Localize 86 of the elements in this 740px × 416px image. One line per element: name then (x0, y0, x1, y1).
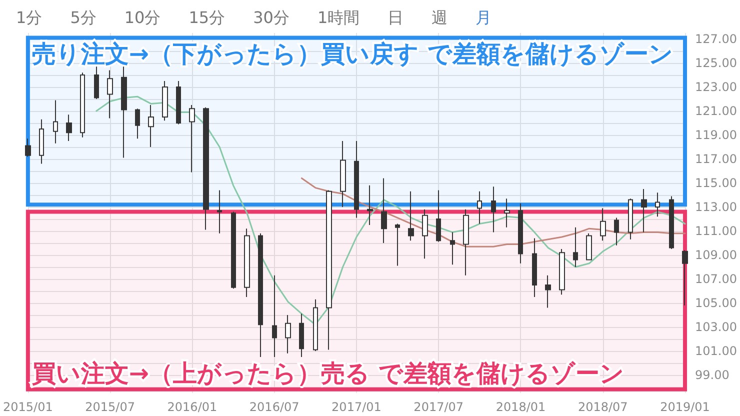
candlestick (25, 138, 31, 158)
candlestick (299, 313, 304, 358)
band-label: 売り注文→（下がったら）買い戻す で差額を儲けるゾーン (32, 40, 674, 68)
y-tick-label: 117.00 (695, 152, 738, 166)
candlestick (518, 202, 523, 264)
candlestick (655, 192, 660, 218)
y-tick-label: 125.00 (695, 56, 738, 70)
candlestick (354, 140, 359, 218)
y-tick-label: 103.00 (695, 320, 738, 334)
candlestick (189, 104, 195, 173)
y-tick-label: 101.00 (695, 344, 738, 358)
candlestick (545, 274, 551, 308)
y-tick-label: 99.00 (695, 368, 730, 382)
candlestick (573, 226, 578, 268)
candlestick (408, 190, 414, 242)
text: 日 (388, 7, 404, 29)
text: 1時間 (317, 7, 360, 29)
candlestick (504, 198, 510, 228)
candlestick (463, 208, 469, 276)
x-tick-label: 2017/01 (332, 400, 382, 414)
x-tick-label: 2019/01 (660, 400, 710, 414)
candlestick (381, 178, 387, 244)
candlestick (121, 66, 127, 158)
text: 1分 (16, 7, 42, 29)
y-tick-label: 123.00 (695, 80, 738, 94)
candlestick (422, 208, 428, 260)
candlestick (135, 108, 140, 140)
candlestick (80, 72, 85, 138)
x-tick-label: 2016/07 (249, 400, 300, 414)
text: 15分 (188, 7, 226, 29)
line-series (300, 177, 686, 248)
candlestick (272, 274, 277, 358)
candlestick (66, 114, 72, 142)
candlestick (682, 250, 688, 306)
candlestick (450, 232, 455, 266)
candlestick (395, 223, 400, 266)
text: 週 (432, 7, 448, 29)
candlestick (176, 80, 181, 125)
candlestick (203, 106, 209, 230)
candlestick (669, 196, 674, 250)
candlestick (641, 188, 647, 233)
candlestick (217, 190, 222, 234)
candlestick (94, 66, 99, 100)
candlestick (614, 217, 619, 246)
candlestick (600, 208, 606, 242)
candlestick (586, 232, 592, 260)
y-tick-label: 127.00 (695, 32, 738, 46)
y-tick-label: 107.00 (695, 272, 738, 286)
line-series (96, 96, 686, 326)
y-tick-label: 115.00 (695, 176, 738, 190)
candlestick (532, 238, 537, 298)
x-tick-label: 2015/01 (2, 400, 53, 414)
x-tick-label: 2016/01 (167, 400, 218, 414)
candlestick (285, 314, 291, 354)
candlestick (628, 198, 633, 240)
candlestick (559, 248, 565, 296)
candlestick (326, 190, 332, 350)
x-tick-label: 2017/07 (414, 400, 464, 414)
band-label: 買い注文→（上がったら）売る で差額を儲けるゾーン (30, 359, 624, 388)
candlestick (313, 298, 318, 352)
text: 5分 (70, 7, 96, 29)
candlestick (148, 104, 154, 148)
candlestick (340, 140, 346, 208)
candlestick (258, 232, 263, 358)
y-tick-label: 111.00 (695, 224, 738, 238)
candlestick (367, 184, 373, 226)
x-tick-label: 2018/07 (578, 400, 628, 414)
text: 30分 (253, 7, 290, 29)
candlestick (436, 190, 441, 242)
candlestick (53, 100, 58, 144)
candlestick (491, 186, 496, 233)
y-tick-label: 113.00 (695, 200, 738, 214)
y-tick-label: 119.00 (695, 128, 738, 142)
candlestick (162, 80, 168, 122)
text: 10分 (124, 7, 161, 29)
candlestick (477, 190, 482, 224)
candlestick (231, 211, 236, 290)
y-tick-label: 121.00 (695, 104, 738, 118)
y-tick-label: 105.00 (695, 296, 738, 310)
x-tick-label: 2015/07 (85, 400, 135, 414)
x-tick-label: 2018/01 (496, 400, 546, 414)
candlestick (39, 118, 44, 164)
text: 月 (476, 7, 492, 29)
candlestick (244, 228, 250, 298)
y-tick-label: 109.00 (695, 248, 738, 262)
candlestick (107, 70, 113, 119)
